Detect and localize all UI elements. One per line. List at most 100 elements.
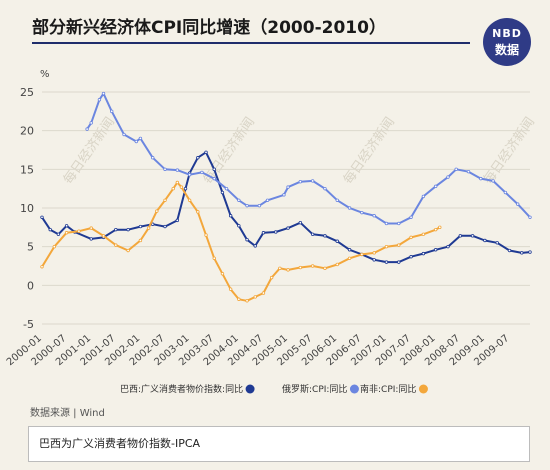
data-point: [495, 241, 499, 245]
y-tick-label: -5: [23, 318, 34, 331]
data-point: [228, 287, 233, 291]
data-point: [212, 256, 216, 260]
data-point: [224, 186, 229, 191]
data-point: [528, 250, 532, 254]
data-point: [237, 198, 241, 202]
data-point: [458, 234, 462, 238]
data-point: [261, 291, 266, 295]
data-point: [421, 251, 426, 256]
data-point: [274, 230, 278, 234]
data-point: [228, 214, 233, 218]
data-point: [310, 179, 315, 183]
data-point: [56, 232, 61, 236]
data-point: [171, 186, 175, 191]
data-point: [40, 215, 44, 219]
title-bar: 部分新兴经济体CPI同比增速（2000-2010）: [32, 16, 470, 44]
data-point: [245, 299, 249, 303]
data-point: [52, 244, 57, 249]
data-point: [220, 190, 225, 195]
data-point: [298, 265, 303, 270]
data-point: [155, 209, 159, 213]
logo-text-shuju: 数据: [494, 43, 519, 57]
y-tick-label: 25: [20, 86, 34, 99]
data-point: [409, 215, 413, 219]
footnote-box: 巴西为广义消费者物价指数-IPCA: [28, 426, 530, 462]
data-point: [212, 167, 216, 172]
data-point: [212, 176, 216, 181]
data-point: [85, 127, 89, 131]
data-point: [196, 156, 200, 160]
data-point: [438, 225, 442, 230]
data-point: [48, 227, 52, 232]
title-underline: [32, 42, 470, 44]
data-point: [397, 243, 401, 247]
data-point: [97, 98, 102, 102]
data-point: [421, 232, 426, 236]
data-point: [64, 231, 69, 235]
data-point: [89, 226, 93, 230]
y-tick-label: 0: [27, 279, 34, 292]
data-point: [114, 227, 118, 232]
series-line-0: [41, 151, 531, 264]
data-point: [310, 232, 315, 236]
data-point: [384, 221, 389, 226]
data-point: [515, 202, 520, 206]
data-point: [101, 91, 106, 96]
data-point: [265, 198, 270, 202]
data-point: [163, 224, 167, 229]
data-point: [64, 224, 69, 228]
data-point: [122, 132, 126, 137]
data-point: [138, 136, 143, 141]
data-point: [347, 206, 352, 210]
data-point: [134, 139, 139, 144]
data-point: [360, 252, 364, 257]
data-point: [409, 255, 413, 259]
data-point: [261, 231, 266, 235]
data-point: [286, 185, 290, 189]
data-point: [466, 169, 471, 174]
watermark-text: 每日经济新闻: [480, 114, 538, 187]
data-point: [286, 226, 290, 230]
watermark-text: 每日经济新闻: [340, 114, 398, 187]
data-point: [196, 210, 200, 214]
data-point: [269, 275, 274, 280]
data-point: [77, 229, 81, 233]
data-point: [454, 167, 458, 172]
data-point: [310, 264, 315, 268]
data-point: [138, 224, 143, 229]
data-point: [237, 297, 241, 301]
data-point: [433, 184, 438, 189]
data-point: [335, 198, 339, 202]
data-point: [384, 260, 389, 264]
series-line-2: [41, 181, 441, 302]
data-point: [347, 248, 352, 252]
data-point: [179, 185, 184, 189]
data-point: [323, 266, 327, 271]
data-point: [237, 224, 241, 228]
data-point: [335, 239, 339, 243]
nbd-logo: NBD 数据: [483, 18, 531, 66]
data-point: [323, 186, 327, 191]
data-point: [110, 109, 114, 114]
data-point: [335, 262, 339, 267]
data-point: [204, 233, 208, 237]
legend-label-2: 南非:CPI:同比: [360, 383, 416, 395]
data-point: [253, 295, 257, 299]
y-tick-label: 10: [20, 202, 34, 215]
data-point: [114, 243, 118, 247]
data-point: [503, 190, 508, 195]
data-point: [187, 173, 192, 177]
cpi-line-chart: 每日经济新闻 每日经济新闻 每日经济新闻 每日经济新闻%-50510152025200…: [5, 69, 538, 395]
legend-marker-0: [245, 384, 255, 394]
data-point: [151, 156, 155, 160]
data-point: [528, 215, 532, 219]
data-point: [298, 180, 303, 184]
y-tick-label: 5: [27, 241, 34, 254]
data-point: [89, 237, 93, 241]
data-point: [360, 210, 364, 215]
data-point: [175, 168, 180, 172]
data-point: [520, 251, 524, 255]
data-point: [323, 234, 327, 238]
data-point: [397, 221, 401, 226]
chart-title: 部分新兴经济体CPI同比增速（2000-2010）: [32, 18, 386, 38]
